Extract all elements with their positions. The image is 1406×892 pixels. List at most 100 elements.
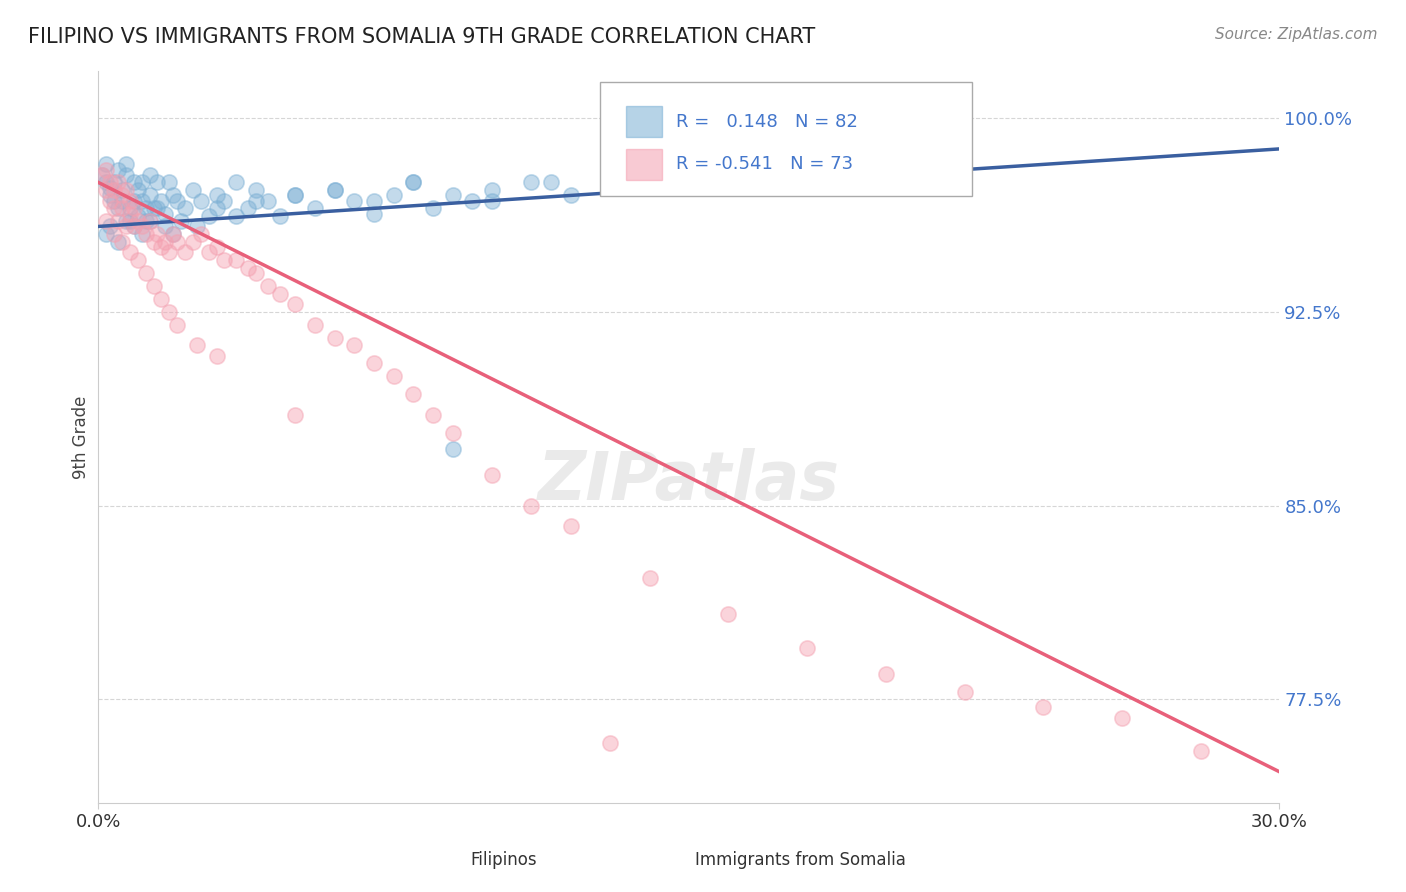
Point — [256, 278, 278, 293]
Point — [98, 194, 121, 208]
Point — [166, 194, 188, 208]
Point — [363, 356, 385, 370]
Text: R =   0.148   N = 82: R = 0.148 N = 82 — [676, 112, 858, 131]
Point — [599, 168, 621, 182]
Point — [127, 214, 149, 228]
Point — [170, 214, 193, 228]
Point — [245, 194, 267, 208]
FancyBboxPatch shape — [600, 82, 973, 195]
Point — [186, 219, 208, 234]
Point — [197, 209, 219, 223]
Point — [560, 519, 582, 533]
Point — [214, 253, 236, 268]
Point — [111, 235, 134, 249]
Point — [135, 227, 157, 242]
Point — [103, 176, 125, 190]
Point — [111, 202, 134, 216]
Point — [304, 202, 326, 216]
Point — [441, 426, 464, 441]
Point — [284, 297, 307, 311]
Point — [138, 214, 160, 228]
Point — [422, 202, 444, 216]
Point — [205, 188, 228, 202]
Point — [441, 442, 464, 456]
Point — [638, 162, 661, 177]
Point — [190, 194, 212, 208]
Point — [638, 571, 661, 585]
Point — [214, 194, 236, 208]
Point — [150, 194, 173, 208]
Point — [953, 684, 976, 698]
Point — [323, 183, 346, 197]
Text: ZIPatlas: ZIPatlas — [538, 448, 839, 514]
Point — [481, 183, 503, 197]
Point — [122, 194, 145, 208]
Point — [96, 176, 118, 190]
Point — [1189, 744, 1212, 758]
Point — [138, 214, 160, 228]
Point — [111, 183, 134, 197]
Point — [96, 227, 118, 242]
Point — [162, 227, 184, 242]
Point — [225, 253, 247, 268]
Point — [107, 214, 129, 228]
Point — [122, 176, 145, 190]
Point — [560, 188, 582, 202]
Point — [157, 304, 180, 318]
Point — [520, 176, 543, 190]
Point — [422, 408, 444, 422]
Point — [115, 157, 138, 171]
Point — [166, 318, 188, 332]
Point — [269, 209, 291, 223]
Point — [96, 214, 118, 228]
Text: FILIPINO VS IMMIGRANTS FROM SOMALIA 9TH GRADE CORRELATION CHART: FILIPINO VS IMMIGRANTS FROM SOMALIA 9TH … — [28, 27, 815, 46]
Point — [111, 194, 134, 208]
Text: Immigrants from Somalia: Immigrants from Somalia — [695, 851, 905, 869]
Point — [162, 188, 184, 202]
Point — [245, 183, 267, 197]
Point — [142, 278, 165, 293]
Point — [98, 219, 121, 234]
Point — [107, 202, 129, 216]
Point — [155, 235, 177, 249]
Point — [122, 219, 145, 234]
Point — [118, 194, 141, 208]
Point — [131, 227, 153, 242]
Point — [323, 330, 346, 344]
Point — [107, 235, 129, 249]
Point — [256, 194, 278, 208]
Point — [131, 176, 153, 190]
Point — [118, 214, 141, 228]
Point — [146, 227, 169, 242]
Point — [118, 245, 141, 260]
Point — [115, 214, 138, 228]
Point — [363, 206, 385, 220]
Point — [875, 136, 897, 151]
Point — [150, 292, 173, 306]
Point — [111, 188, 134, 202]
Point — [131, 219, 153, 234]
Point — [166, 235, 188, 249]
Point — [717, 607, 740, 621]
Point — [122, 219, 145, 234]
Point — [481, 194, 503, 208]
Point — [103, 183, 125, 197]
Point — [122, 202, 145, 216]
Point — [91, 168, 114, 182]
Point — [107, 162, 129, 177]
Point — [155, 219, 177, 234]
Point — [343, 194, 366, 208]
Point — [174, 202, 197, 216]
Point — [284, 188, 307, 202]
Text: Filipinos: Filipinos — [471, 851, 537, 869]
Point — [174, 245, 197, 260]
FancyBboxPatch shape — [654, 850, 683, 869]
Point — [138, 188, 160, 202]
Point — [131, 194, 153, 208]
Point — [146, 176, 169, 190]
Point — [225, 209, 247, 223]
Point — [103, 202, 125, 216]
Text: Source: ZipAtlas.com: Source: ZipAtlas.com — [1215, 27, 1378, 42]
Point — [236, 202, 259, 216]
Point — [382, 369, 405, 384]
